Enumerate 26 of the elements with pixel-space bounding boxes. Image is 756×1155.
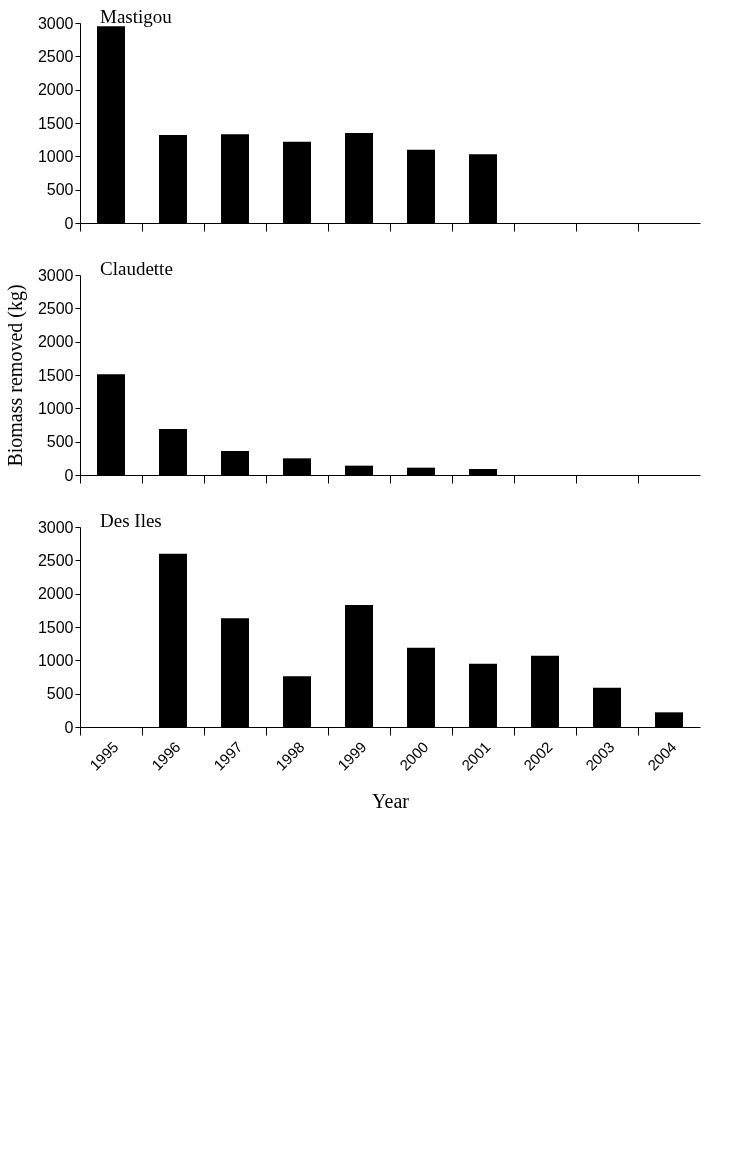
x-axis-title: Year: [372, 789, 410, 812]
y-axis-title: Biomass removed (kg): [3, 284, 27, 467]
y-tick-label: 500: [46, 433, 74, 451]
chart-title: Mastigou: [100, 6, 173, 27]
y-tick-label: 1500: [37, 618, 74, 636]
y-tick-label: 0: [64, 466, 74, 484]
y-tick-label: 1000: [37, 147, 74, 165]
y-tick-label: 2000: [37, 585, 74, 603]
y-tick-label: 2500: [37, 299, 74, 317]
y-tick-label: 2000: [37, 81, 74, 99]
chart-title: Claudette: [100, 258, 173, 279]
y-tick-label: 2000: [37, 333, 74, 351]
y-tick-label: 1000: [37, 651, 74, 669]
y-tick-label: 500: [46, 181, 74, 199]
y-tick-label: 2500: [37, 47, 74, 65]
y-tick-label: 1000: [37, 399, 74, 417]
y-tick-label: 1500: [37, 366, 74, 384]
y-tick-label: 1500: [37, 114, 74, 132]
y-tick-label: 500: [46, 685, 74, 703]
y-tick-label: 0: [64, 718, 74, 736]
y-tick-label: 2500: [37, 551, 74, 569]
y-tick-label: 3000: [37, 518, 74, 536]
y-tick-label: 0: [64, 214, 74, 232]
y-tick-label: 3000: [37, 14, 74, 32]
y-tick-label: 3000: [37, 266, 74, 284]
chart-title: Des Iles: [100, 510, 162, 531]
